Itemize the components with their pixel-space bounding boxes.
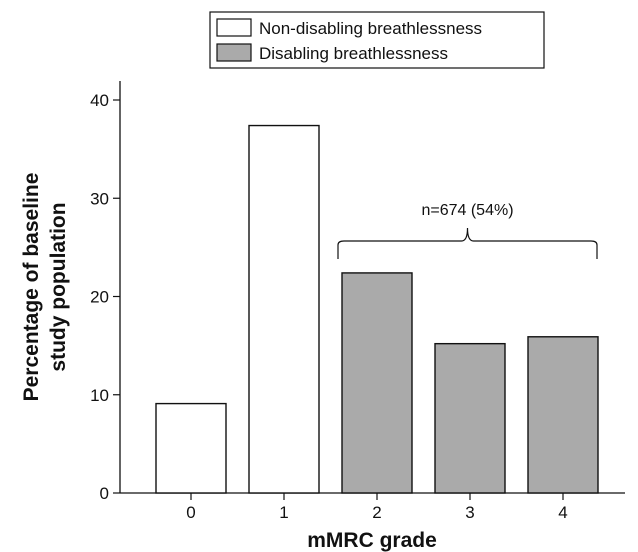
x-axis-title: mMRC grade: [307, 529, 437, 552]
bar-grade-1: [248, 124, 320, 494]
bar-grade-0: [155, 402, 227, 494]
y-ticks: 0 10 20 30 40: [90, 91, 120, 503]
y-tick-label-20: 20: [90, 288, 109, 307]
y-tick-label-0: 0: [100, 484, 109, 503]
x-ticks: 0 1 2 3 4: [186, 493, 568, 522]
bar-grade-4: [527, 336, 599, 494]
bar-grade-3: [434, 342, 506, 494]
y-tick-label-40: 40: [90, 91, 109, 110]
y-tick-label-10: 10: [90, 386, 109, 405]
x-tick-label-3: 3: [465, 503, 474, 522]
x-tick-label-0: 0: [186, 503, 195, 522]
legend-box: [209, 11, 545, 69]
x-tick-label-4: 4: [558, 503, 567, 522]
bracket-annotation: n=674 (54%): [337, 202, 598, 259]
annotation-label: n=674 (54%): [421, 202, 513, 219]
bracket: [337, 227, 598, 259]
x-tick-label-1: 1: [279, 503, 288, 522]
plot-area: 0 10 20 30 40 0 1 2 3 4: [90, 81, 625, 522]
y-axis-title-line-2: study population: [47, 202, 70, 371]
legend-label-disabling: Disabling breathlessness: [259, 44, 448, 63]
legend-label-non-disabling: Non-disabling breathlessness: [259, 19, 482, 38]
bars: [155, 124, 599, 494]
bar-grade-2: [341, 272, 413, 494]
y-axis-title-line-1: Percentage of baseline: [20, 173, 43, 402]
y-tick-label-30: 30: [90, 189, 109, 208]
legend-swatch-disabling: [216, 43, 252, 62]
legend: Non-disabling breathlessness Disabling b…: [209, 11, 545, 69]
legend-swatch-non-disabling: [216, 18, 252, 37]
x-tick-label-2: 2: [372, 503, 381, 522]
